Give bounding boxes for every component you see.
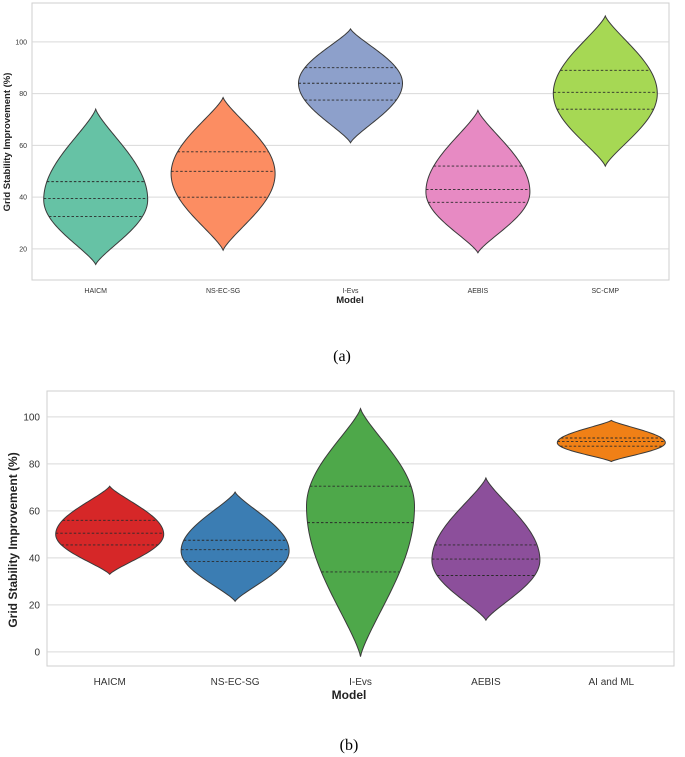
y-tick-label: 80 [29,459,41,470]
x-tick-label: HAICM [84,288,107,295]
y-tick-label: 60 [19,143,27,150]
y-tick-labels: 20 40 60 80 100 [15,39,27,253]
y-tick-label: 100 [15,39,27,46]
x-tick-label: AEBIS [468,288,489,295]
x-axis-label: Model [332,688,367,702]
x-tick-label: AI and ML [589,677,635,688]
y-tick-label: 60 [29,506,41,517]
y-tick-label: 100 [23,412,40,423]
x-tick-label: NS-EC-SG [211,677,260,688]
y-tick-label: 40 [19,195,27,202]
chart-panel-a: 20 40 60 80 100 HAICM NS-EC-SG I-Evs AEBIS SC-CM… [2,2,670,365]
x-tick-labels: HAICM NS-EC-SG I-Evs AEBIS AI and ML [94,677,635,688]
x-tick-label: NS-EC-SG [206,288,240,295]
violin-aebis [431,476,541,622]
y-tick-label: 40 [29,553,41,564]
x-tick-labels: HAICM NS-EC-SG I-Evs AEBIS SC-CMP [84,288,619,295]
violin-ai-and-ml [556,419,666,463]
violin-haicm [43,107,149,266]
x-tick-label: I-Evs [343,288,359,295]
chart-panel-b: 0 20 40 60 80 100 HAICM NS-EC-SG I-Evs AEBIS AI a… [6,390,675,754]
violin-i-evs [306,407,415,657]
y-axis-label: Grid Stability Improvement (%) [2,73,13,212]
x-tick-label: SC-CMP [591,288,619,295]
violin-ns-ec-sg [180,491,290,603]
figure-caption-a: (a) [333,348,351,365]
violin-ns-ec-sg [170,96,276,252]
x-tick-label: AEBIS [471,677,501,688]
figure-caption-b: (b) [340,737,359,754]
y-tick-label: 20 [19,246,27,253]
violin-sc-cmp [552,14,658,168]
y-tick-labels: 0 20 40 60 80 100 [23,412,40,658]
y-tick-label: 20 [29,600,41,611]
x-tick-label: I-Evs [349,677,372,688]
x-axis-label: Model [336,295,363,306]
y-tick-label: 0 [34,647,40,658]
violin-aebis [425,109,531,254]
violin-i-evs [297,27,404,144]
violins [43,14,658,266]
y-axis-label: Grid Stability Improvement (%) [6,452,20,627]
violins [55,407,666,657]
y-tick-label: 80 [19,91,27,98]
x-tick-label: HAICM [94,677,126,688]
